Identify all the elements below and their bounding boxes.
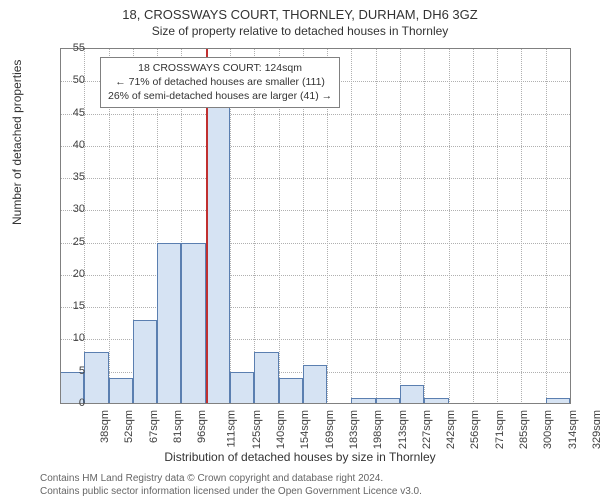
gridline-vertical — [521, 49, 522, 404]
y-tick-label: 25 — [55, 236, 85, 248]
x-tick-label: 329sqm — [591, 410, 600, 449]
x-tick-label: 213sqm — [397, 410, 409, 449]
gridline-vertical — [449, 49, 450, 404]
x-tick-label: 242sqm — [445, 410, 457, 449]
footer-line: Contains HM Land Registry data © Crown c… — [40, 473, 422, 486]
x-axis-label: Distribution of detached houses by size … — [0, 450, 600, 464]
x-tick-label: 256sqm — [470, 410, 482, 449]
gridline-horizontal — [60, 243, 570, 244]
histogram-bar — [181, 243, 205, 404]
x-tick-label: 52sqm — [123, 410, 135, 443]
gridline-vertical — [424, 49, 425, 404]
footer-line: Contains public sector information licen… — [40, 486, 422, 499]
y-axis-label: Number of detached properties — [10, 60, 24, 225]
y-tick-label: 20 — [55, 268, 85, 280]
chart-container: 18, CROSSWAYS COURT, THORNLEY, DURHAM, D… — [0, 0, 600, 500]
histogram-bar — [303, 365, 327, 404]
x-tick-label: 227sqm — [421, 410, 433, 449]
x-tick-label: 81sqm — [172, 410, 184, 443]
gridline-vertical — [497, 49, 498, 404]
gridline-vertical — [473, 49, 474, 404]
y-tick-label: 40 — [55, 139, 85, 151]
x-tick-label: 314sqm — [567, 410, 579, 449]
y-tick-label: 30 — [55, 203, 85, 215]
gridline-vertical — [400, 49, 401, 404]
x-tick-label: 154sqm — [300, 410, 312, 449]
gridline-vertical — [376, 49, 377, 404]
y-tick-label: 10 — [55, 332, 85, 344]
x-tick-label: 38sqm — [99, 410, 111, 443]
histogram-bar — [109, 378, 133, 404]
histogram-bar — [400, 385, 424, 404]
y-tick-label: 50 — [55, 74, 85, 86]
y-axis — [60, 49, 61, 404]
histogram-bar — [279, 378, 303, 404]
histogram-bar — [254, 352, 278, 404]
x-tick-label: 271sqm — [494, 410, 506, 449]
histogram-bar — [84, 352, 108, 404]
x-tick-label: 183sqm — [348, 410, 360, 449]
y-tick-label: 45 — [55, 107, 85, 119]
y-tick-label: 15 — [55, 300, 85, 312]
footer-text: Contains HM Land Registry data © Crown c… — [40, 473, 422, 498]
x-tick-label: 140sqm — [275, 410, 287, 449]
gridline-vertical — [546, 49, 547, 404]
histogram-bar — [133, 320, 157, 404]
x-tick-label: 111sqm — [225, 410, 237, 448]
gridline-horizontal — [60, 178, 570, 179]
y-tick-label: 0 — [55, 397, 85, 409]
x-tick-label: 67sqm — [148, 410, 160, 443]
gridline-vertical — [84, 49, 85, 404]
x-tick-label: 96sqm — [196, 410, 208, 443]
y-tick-label: 35 — [55, 171, 85, 183]
gridline-horizontal — [60, 210, 570, 211]
x-tick-label: 300sqm — [542, 410, 554, 449]
chart-subtitle: Size of property relative to detached ho… — [0, 24, 600, 38]
x-tick-label: 198sqm — [372, 410, 384, 449]
x-tick-label: 169sqm — [324, 410, 336, 449]
gridline-horizontal — [60, 114, 570, 115]
plot-area: 18 CROSSWAYS COURT: 124sqm ← 71% of deta… — [60, 48, 571, 404]
x-axis — [60, 403, 570, 404]
annotation-line: 26% of semi-detached houses are larger (… — [108, 89, 332, 103]
annotation-line: ← 71% of detached houses are smaller (11… — [108, 75, 332, 89]
chart-title: 18, CROSSWAYS COURT, THORNLEY, DURHAM, D… — [0, 0, 600, 24]
gridline-vertical — [351, 49, 352, 404]
annotation-box: 18 CROSSWAYS COURT: 124sqm ← 71% of deta… — [100, 57, 340, 108]
histogram-bar — [230, 372, 254, 404]
histogram-bar — [206, 107, 230, 404]
histogram-bar — [157, 243, 181, 404]
x-tick-label: 125sqm — [251, 410, 263, 449]
y-tick-label: 55 — [55, 42, 85, 54]
gridline-horizontal — [60, 146, 570, 147]
x-tick-label: 285sqm — [518, 410, 530, 449]
y-tick-label: 5 — [55, 365, 85, 377]
gridline-horizontal — [60, 307, 570, 308]
gridline-horizontal — [60, 275, 570, 276]
annotation-line: 18 CROSSWAYS COURT: 124sqm — [108, 61, 332, 75]
